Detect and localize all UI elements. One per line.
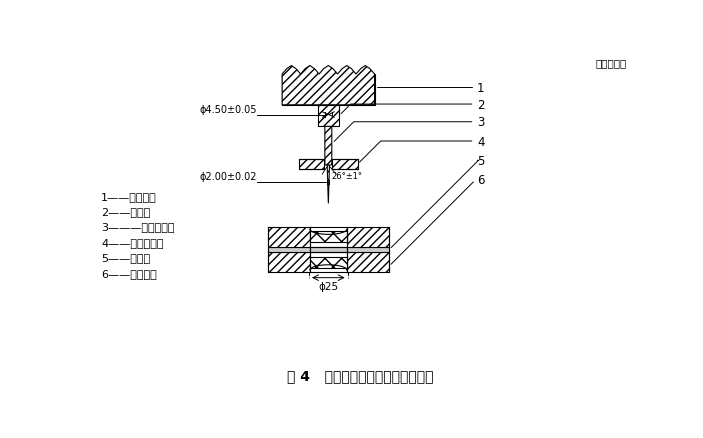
Bar: [310, 247, 347, 253]
Bar: [347, 227, 389, 247]
Text: 5——试样；: 5——试样；: [101, 253, 150, 263]
Text: 3———穿刺钢针；: 3———穿刺钢针；: [101, 222, 174, 232]
Polygon shape: [325, 127, 332, 204]
Bar: [347, 253, 389, 273]
Text: ϕ25: ϕ25: [318, 281, 338, 291]
Bar: [318, 106, 339, 127]
Text: 4——定位压块；: 4——定位压块；: [101, 237, 164, 247]
Text: 单位为毫米: 单位为毫米: [596, 58, 627, 68]
Text: 3: 3: [477, 116, 484, 129]
Text: 4: 4: [477, 135, 484, 148]
Text: ϕ4.50±0.05: ϕ4.50±0.05: [199, 105, 257, 114]
Bar: [268, 227, 310, 247]
Bar: [347, 247, 389, 253]
Text: 2: 2: [477, 98, 484, 111]
Text: ϕ2.00±0.02: ϕ2.00±0.02: [199, 172, 257, 182]
Bar: [333, 159, 358, 170]
Text: 5: 5: [477, 155, 484, 167]
Bar: [299, 159, 325, 170]
Text: 1: 1: [477, 81, 484, 94]
Polygon shape: [282, 67, 375, 106]
Bar: [310, 232, 347, 243]
Bar: [268, 247, 310, 253]
Bar: [310, 257, 347, 268]
Text: 6: 6: [477, 173, 484, 187]
Text: 26°±1°: 26°±1°: [331, 172, 363, 181]
Bar: [268, 253, 310, 273]
Bar: [282, 75, 375, 106]
Text: 1——拉力机；: 1——拉力机；: [101, 191, 157, 201]
Text: 图 4   救援靴靴帮抗刺穿装置示意图: 图 4 救援靴靴帮抗刺穿装置示意图: [288, 368, 434, 382]
Text: 2——压头；: 2——压头；: [101, 207, 150, 216]
Text: 6——支承块。: 6——支承块。: [101, 268, 157, 278]
